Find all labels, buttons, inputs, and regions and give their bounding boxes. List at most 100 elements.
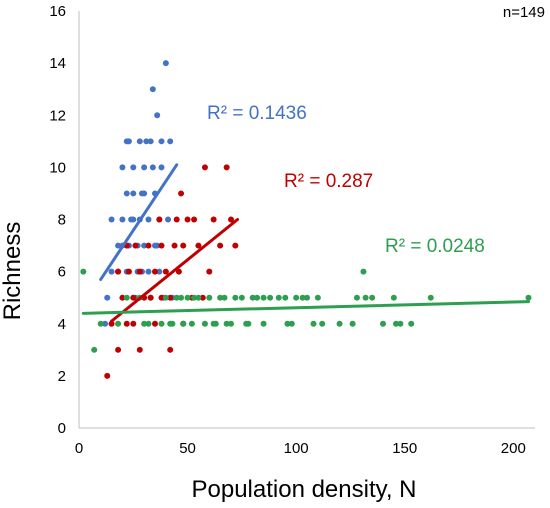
r2-label: R² = 0.1436 [207,103,307,124]
data-point [141,320,148,327]
data-point [130,216,137,223]
data-point [195,294,202,301]
data-point [243,320,250,327]
data-point [397,320,404,327]
data-point [188,320,195,327]
data-point [525,294,532,301]
data-point [152,320,158,327]
data-point [130,190,137,197]
data-point [336,320,343,327]
data-point [167,320,174,327]
x-tick-labels: 0 50 100 150 200 [75,440,526,457]
data-point [152,268,158,275]
y-tick-label: 0 [58,420,66,437]
data-point [141,242,148,249]
data-point [293,294,300,301]
data-point [178,294,185,301]
data-point [360,268,367,275]
data-point [201,164,208,171]
data-point [136,268,143,275]
data-point [119,164,126,171]
data-point [267,294,274,301]
data-point [147,294,154,301]
data-point [158,294,165,301]
trendline [81,300,530,315]
x-tick-label: 200 [501,440,526,457]
data-point [154,242,161,249]
data-point [191,216,198,223]
x-tick-label: 0 [75,440,83,457]
data-point [369,294,376,301]
data-point [167,138,174,145]
data-point [156,216,163,223]
data-point [97,320,104,327]
data-point [104,372,111,379]
data-point [254,294,261,301]
data-point [145,320,152,327]
data-point [195,242,202,249]
data-point [149,86,156,93]
data-point [349,320,356,327]
data-point [136,138,143,145]
data-point [427,294,434,301]
data-point [130,164,137,171]
data-point [199,294,206,301]
data-point [232,294,239,301]
data-point [115,242,122,249]
data-point [162,60,169,67]
data-point [158,164,165,171]
data-point [408,320,415,327]
data-point [173,294,180,301]
data-point [158,138,165,145]
r2-labels: R² = 0.1436 R² = 0.287 R² = 0.0248 [207,103,485,257]
data-point [206,294,213,301]
data-point [284,320,291,327]
trendline [110,218,240,323]
data-point [123,190,130,197]
y-tick-label: 4 [58,316,66,333]
sample-size-label: n=149 [503,4,545,21]
y-tick-label: 14 [49,55,66,72]
data-point [123,294,130,301]
data-point [362,294,369,301]
data-point [165,216,172,223]
data-point [143,138,150,145]
data-point [167,294,174,301]
data-point [108,320,115,327]
data-point [173,216,180,223]
data-point [108,216,115,223]
data-point [115,346,122,353]
data-point [125,138,132,145]
r2-label: R² = 0.0248 [385,236,485,257]
data-point [149,164,156,171]
data-point [145,268,152,275]
data-point [314,294,321,301]
data-point [217,242,224,249]
x-tick-label: 100 [284,440,309,457]
trendlines [81,163,530,323]
x-tick-label: 150 [392,440,417,457]
data-point [184,216,191,223]
data-point [125,268,132,275]
data-point [154,112,161,119]
data-point [299,294,306,301]
y-tick-label: 16 [49,3,66,20]
x-axis-title: Population density, N [191,476,416,503]
data-point [249,294,256,301]
y-tick-label: 2 [58,368,66,385]
data-point [115,320,122,327]
data-point [184,294,191,301]
data-point [232,242,239,249]
data-point [162,268,169,275]
data-point [390,294,397,301]
data-point [132,242,139,249]
data-point [191,294,198,301]
data-point [393,320,400,327]
data-point [158,242,165,249]
data-point [175,268,182,275]
x-tick-label: 50 [179,440,196,457]
data-point [380,320,386,327]
data-point [217,294,224,301]
axes [78,11,535,429]
data-point [206,268,213,275]
